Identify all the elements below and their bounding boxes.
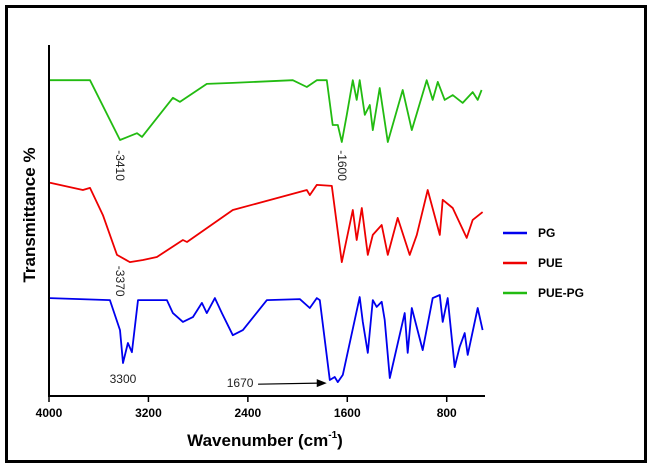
arrow-head-icon bbox=[316, 379, 327, 388]
x-tick-label: 2400 bbox=[235, 406, 262, 420]
annotation-arrow bbox=[258, 382, 319, 385]
peak-annotation: -3370 bbox=[113, 266, 127, 297]
series-line-pg bbox=[49, 294, 484, 383]
series-line-pue bbox=[49, 181, 484, 263]
y-axis-label: Transmittance % bbox=[20, 147, 39, 282]
x-tick-label: 800 bbox=[437, 406, 457, 420]
peak-annotation: -3410 bbox=[113, 150, 127, 181]
legend-item-pue: PUE bbox=[503, 256, 563, 270]
annotation-layer: -3410 -1600 -3370 3300 1670 bbox=[110, 150, 349, 390]
peak-annotation: 1670 bbox=[227, 376, 254, 390]
x-tick-label: 1600 bbox=[334, 406, 361, 420]
legend-label: PUE-PG bbox=[538, 286, 584, 300]
peak-annotation: -1600 bbox=[335, 150, 349, 181]
x-axis-label: Wavenumber (cm-1) bbox=[187, 430, 343, 450]
series-layer bbox=[49, 79, 484, 383]
x-tick-label: 4000 bbox=[36, 406, 63, 420]
legend-label: PG bbox=[538, 226, 555, 240]
legend-label: PUE bbox=[538, 256, 563, 270]
legend: PG PUE PUE-PG bbox=[503, 226, 584, 300]
x-ticks: 4000 3200 2400 1600 800 bbox=[36, 396, 457, 420]
legend-item-pg: PG bbox=[503, 226, 555, 240]
legend-item-pue-pg: PUE-PG bbox=[503, 286, 584, 300]
peak-annotation: 3300 bbox=[110, 372, 137, 386]
figure-border bbox=[5, 5, 647, 463]
x-tick-label: 3200 bbox=[135, 406, 162, 420]
series-line-pue-pg bbox=[49, 79, 483, 143]
